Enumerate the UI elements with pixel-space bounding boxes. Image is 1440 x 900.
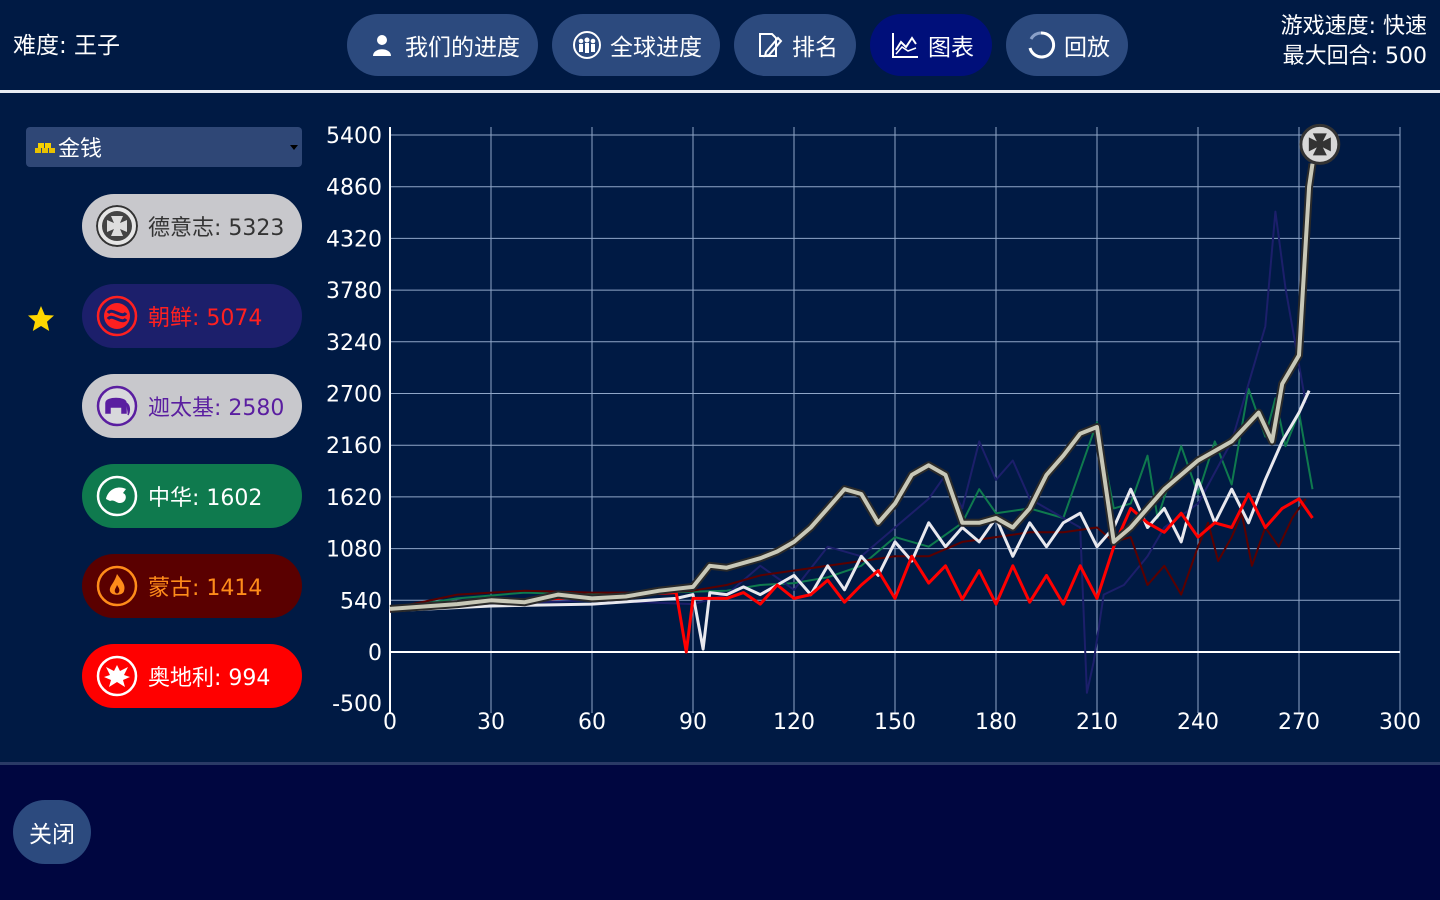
tab-label: 我们的进度 <box>405 35 520 61</box>
tab-global-progress[interactable]: 全球进度 <box>552 14 720 76</box>
y-tick-label: 540 <box>340 589 382 614</box>
player-pill-carthage[interactable]: 迦太基: 2580 <box>82 374 302 438</box>
close-button[interactable]: 关闭 <box>13 800 91 864</box>
x-tick-label: 240 <box>1177 710 1219 735</box>
player-pill-korea[interactable]: 朝鲜: 5074 <box>82 284 302 348</box>
series-line-1 <box>389 210 1307 694</box>
y-tick-label: 5400 <box>326 124 382 149</box>
player-score-label: 朝鲜: 5074 <box>148 306 263 331</box>
game-speed-label: 游戏速度: 快速 <box>1280 14 1427 39</box>
player-score-label: 德意志: 5323 <box>148 216 285 241</box>
x-tick-label: 60 <box>578 710 606 735</box>
elephant-icon <box>96 385 138 427</box>
top-bar: 难度: 王子 我们的进度 全球进度 排名 <box>0 0 1440 90</box>
player-score-label: 迦太基: 2580 <box>148 396 285 421</box>
x-tick-label: 120 <box>773 710 815 735</box>
x-tick-label: 0 <box>383 710 397 735</box>
replay-icon <box>1028 31 1056 59</box>
y-tick-label: 2700 <box>326 383 382 408</box>
tab-label: 图表 <box>928 35 974 61</box>
y-tick-label: -500 <box>332 692 382 717</box>
x-tick-label: 300 <box>1379 710 1421 735</box>
player-pill-china[interactable]: 中华: 1602 <box>82 464 302 528</box>
gold-icon <box>35 143 55 153</box>
player-pill-germany[interactable]: 德意志: 5323 <box>82 194 302 258</box>
x-tick-label: 150 <box>874 710 916 735</box>
x-tick-label: 30 <box>477 710 505 735</box>
stat-select-dropdown[interactable]: 金钱 <box>26 127 302 167</box>
series-line-5 <box>389 163 1315 611</box>
player-sidebar: 金钱 德意志: 5323 朝鲜: 5074 迦太基: 2580 <box>0 94 320 762</box>
y-tick-label: 1080 <box>326 538 382 563</box>
series-outline <box>389 163 1317 613</box>
flame-icon <box>96 565 138 607</box>
y-tick-label: 4860 <box>326 176 382 201</box>
dragon-icon <box>96 475 138 517</box>
tab-ranking[interactable]: 排名 <box>734 14 856 76</box>
game-info: 游戏速度: 快速 最大回合: 500 <box>1281 12 1427 72</box>
header-divider <box>0 90 1440 93</box>
tab-label: 排名 <box>792 35 838 61</box>
series-line-3 <box>389 389 1311 651</box>
y-tick-label: 3780 <box>326 279 382 304</box>
bottom-bar <box>0 762 1440 900</box>
y-tick-label: 2160 <box>326 434 382 459</box>
max-turns-label: 最大回合: 500 <box>1282 44 1427 69</box>
iron-cross-icon <box>1299 123 1341 165</box>
star-icon <box>28 306 54 331</box>
x-tick-label: 180 <box>975 710 1017 735</box>
y-tick-label: 4320 <box>326 227 382 252</box>
tab-our-progress[interactable]: 我们的进度 <box>347 14 538 76</box>
people-group-icon <box>573 31 601 59</box>
tab-bar: 我们的进度 全球进度 排名 图表 <box>347 14 1128 76</box>
tab-label: 回放 <box>1064 35 1110 61</box>
chevron-down-icon <box>290 145 298 150</box>
tab-replay[interactable]: 回放 <box>1006 14 1128 76</box>
y-tick-label: 3240 <box>326 331 382 356</box>
y-tick-label: 0 <box>368 641 382 666</box>
player-score-label: 奥地利: 994 <box>148 666 271 691</box>
y-tick-label: 1620 <box>326 486 382 511</box>
chart-icon <box>892 33 918 58</box>
iron-cross-icon <box>96 205 138 247</box>
difficulty-label: 难度: 王子 <box>13 33 121 59</box>
player-pill-austria[interactable]: 奥地利: 994 <box>82 644 302 708</box>
person-icon <box>373 35 391 56</box>
korea-emblem-icon <box>96 295 138 337</box>
x-tick-label: 210 <box>1076 710 1118 735</box>
edit-icon <box>759 33 783 58</box>
player-score-label: 蒙古: 1414 <box>148 576 263 601</box>
tab-charts[interactable]: 图表 <box>870 14 992 76</box>
player-pill-mongolia[interactable]: 蒙古: 1414 <box>82 554 302 618</box>
x-tick-label: 90 <box>679 710 707 735</box>
series-line-4 <box>389 492 1314 654</box>
tab-label: 全球进度 <box>610 35 702 61</box>
stat-select-value: 金钱 <box>58 137 103 162</box>
eagle-icon <box>96 655 138 697</box>
money-line-chart: 5400486043203780324027002160162010805400… <box>326 123 1421 735</box>
x-tick-label: 270 <box>1278 710 1320 735</box>
player-score-label: 中华: 1602 <box>148 486 263 511</box>
